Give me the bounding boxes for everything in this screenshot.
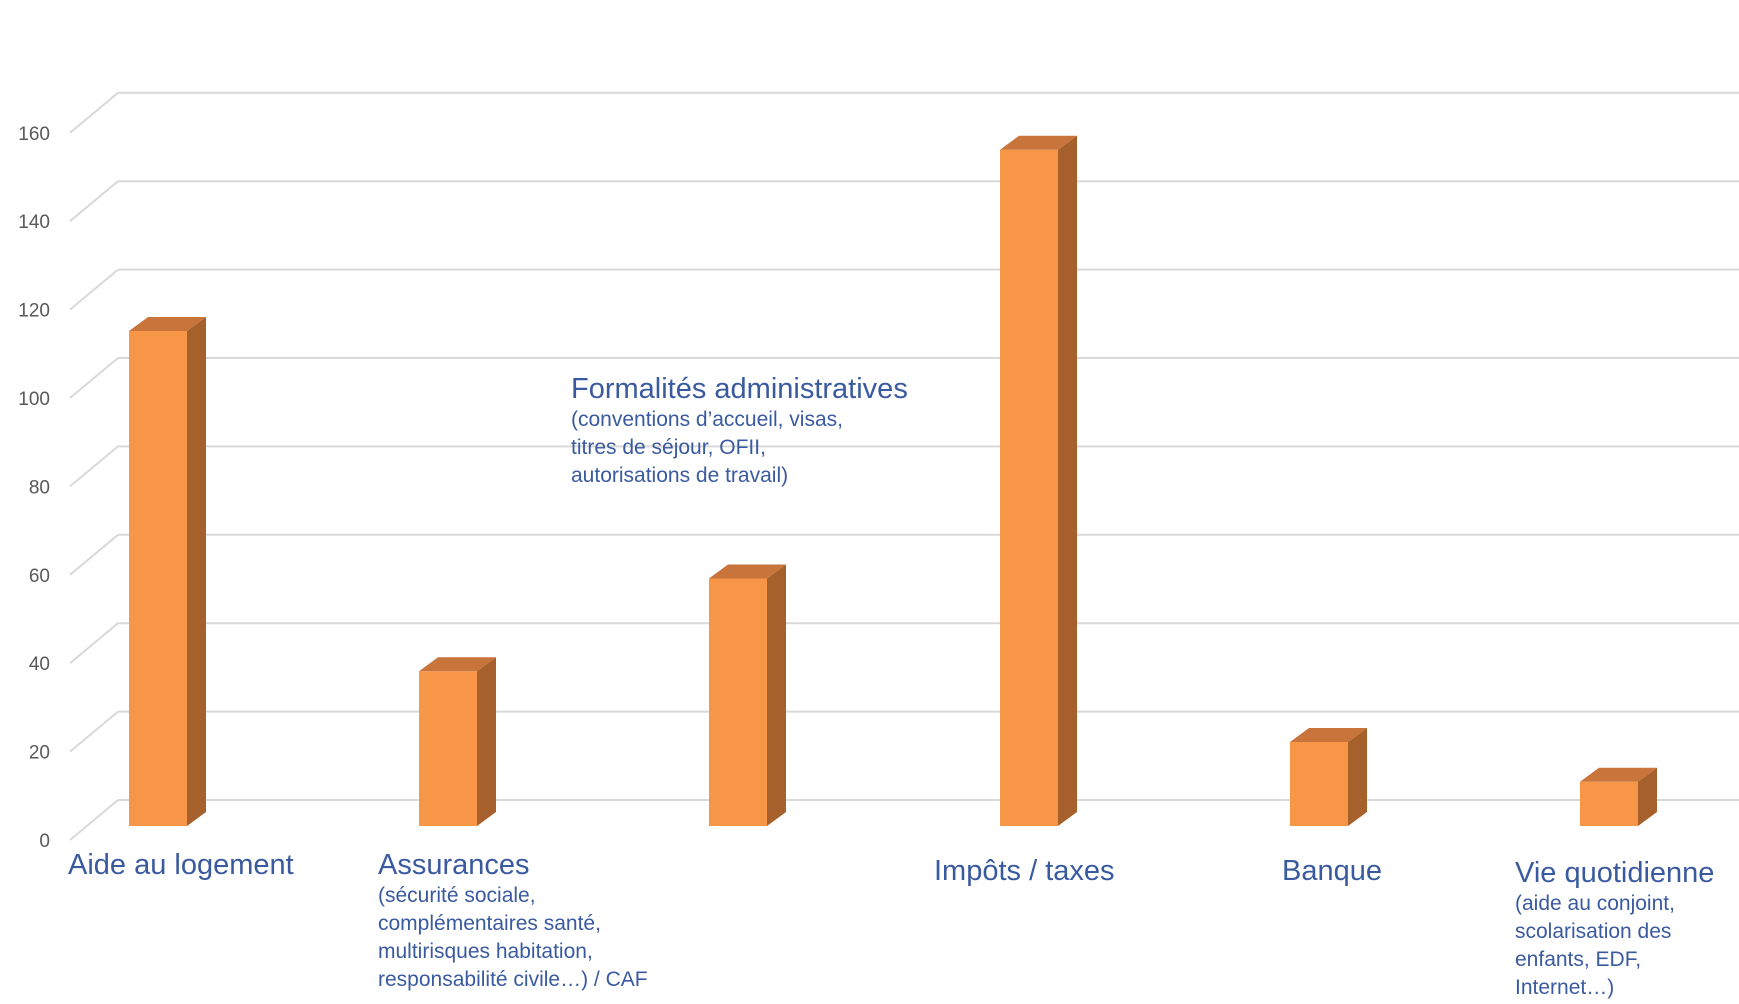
category-name: Impôts / taxes bbox=[934, 855, 1115, 887]
bar-side bbox=[477, 657, 496, 826]
category-detail-line: scolarisation des bbox=[1515, 920, 1672, 943]
bar-front bbox=[1290, 742, 1348, 826]
y-tick-label: 160 bbox=[18, 124, 50, 145]
category-detail-line: autorisations de travail) bbox=[571, 464, 789, 487]
bar-2 bbox=[419, 657, 496, 826]
y-tick-label: 60 bbox=[29, 566, 50, 587]
y-tick-label: 40 bbox=[29, 654, 50, 675]
category-detail-line: responsabilité civile…) / CAF bbox=[378, 968, 648, 991]
bar-side bbox=[767, 564, 786, 826]
gridlines bbox=[69, 91, 1739, 841]
y-axis-ticks: 0 20 40 60 80 100 120 140 160 bbox=[18, 124, 50, 852]
y-tick-label: 100 bbox=[18, 389, 50, 410]
category-detail-line: complémentaires santé, bbox=[378, 912, 601, 935]
bar-front bbox=[709, 578, 767, 826]
bar-top bbox=[419, 657, 496, 672]
category-name: Aide au logement bbox=[68, 849, 294, 881]
category-name: Vie quotidienne bbox=[1515, 857, 1715, 889]
category-detail-line: (sécurité sociale, bbox=[378, 884, 536, 907]
gridline-60 bbox=[69, 533, 1739, 576]
bar-front bbox=[1000, 149, 1058, 827]
bar-side bbox=[1348, 728, 1367, 826]
bar-side bbox=[1638, 767, 1657, 826]
bar-6 bbox=[1580, 767, 1657, 826]
bar-1 bbox=[129, 316, 206, 826]
bar-top bbox=[709, 564, 786, 579]
bars bbox=[129, 135, 1657, 827]
y-tick-label: 120 bbox=[18, 301, 50, 322]
category-label-2: Assurances (sécurité sociale, complémentai… bbox=[378, 848, 648, 994]
category-name: Formalités administratives bbox=[571, 373, 908, 405]
y-tick-label: 20 bbox=[29, 743, 50, 764]
y-tick-label: 0 bbox=[39, 831, 50, 852]
bar-front bbox=[129, 330, 187, 826]
category-detail-line: Internet…) bbox=[1515, 976, 1615, 999]
bar-front bbox=[419, 671, 477, 826]
gridline-140 bbox=[69, 180, 1739, 222]
gridline-120 bbox=[69, 268, 1739, 311]
category-label-1: Aide au logement bbox=[68, 848, 294, 882]
bar-side bbox=[1058, 135, 1077, 827]
bar-top bbox=[129, 316, 206, 331]
category-name: Banque bbox=[1282, 855, 1382, 887]
gridline-40 bbox=[69, 622, 1739, 664]
category-label-3: Formalités administratives (conventions d… bbox=[571, 372, 908, 490]
gridline-100 bbox=[69, 357, 1739, 399]
gridline-0 bbox=[69, 799, 1739, 841]
bar-side bbox=[187, 316, 206, 826]
category-label-5: Banque bbox=[1282, 854, 1382, 888]
y-tick-label: 80 bbox=[29, 477, 50, 498]
y-tick-label: 140 bbox=[18, 212, 50, 233]
gridline-80 bbox=[69, 445, 1739, 488]
category-detail-line: multirisques habitation, bbox=[378, 940, 593, 963]
gridline-160 bbox=[69, 91, 1739, 134]
category-detail-line: enfants, EDF, bbox=[1515, 948, 1642, 971]
bar-4 bbox=[1000, 135, 1077, 827]
bar-5 bbox=[1290, 728, 1367, 826]
category-detail-line: (aide au conjoint, bbox=[1515, 892, 1675, 915]
bar-front bbox=[1580, 781, 1638, 826]
category-label-6: Vie quotidienne (aide au conjoint, scolari… bbox=[1515, 856, 1714, 1002]
bar-top bbox=[1000, 135, 1077, 150]
category-name: Assurances bbox=[378, 849, 530, 881]
gridline-20 bbox=[69, 710, 1739, 753]
category-detail-line: (conventions d’accueil, visas, bbox=[571, 408, 843, 431]
bar-3 bbox=[709, 564, 786, 826]
category-detail-line: titres de séjour, OFII, bbox=[571, 436, 766, 459]
bar-top bbox=[1580, 767, 1657, 782]
category-label-4: Impôts / taxes bbox=[934, 854, 1115, 888]
bar-top bbox=[1290, 728, 1367, 743]
